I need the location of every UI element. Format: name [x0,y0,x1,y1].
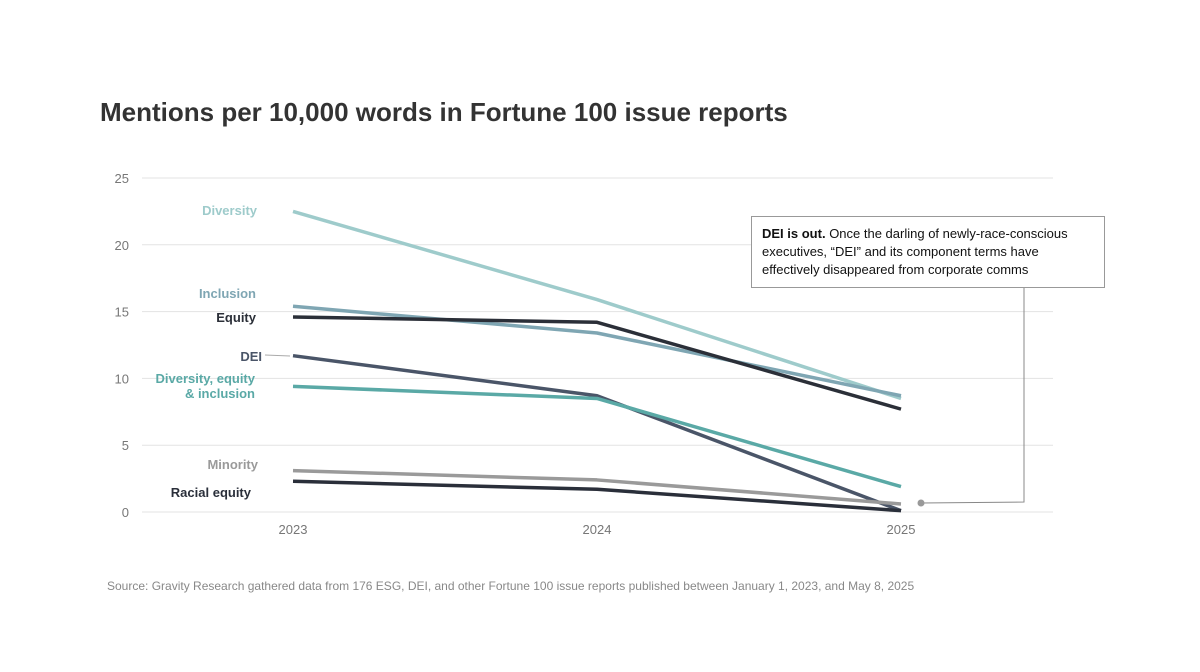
legend-label: Equity [216,310,256,325]
legend-label: Inclusion [198,286,256,301]
label-leader [264,354,291,357]
annotation-dot [917,499,925,507]
y-tick-label: 25 [115,171,129,186]
series-line [292,315,902,411]
series-line [292,384,902,489]
x-tick-label: 2024 [583,522,612,537]
legend-label: Diversity [202,203,257,218]
series-line [292,304,902,398]
series-line [292,468,902,506]
legend-label: Racial equity [170,485,251,500]
x-tick-label: 2023 [279,522,308,537]
y-tick-label: 0 [122,505,129,520]
series-line [292,209,902,401]
legend-label: DEI [240,349,262,364]
annotation: DEI is out. Once the darling of newly-ra… [751,216,1105,288]
y-tick-label: 5 [122,438,129,453]
legend-label: Diversity, equity & inclusion [155,371,255,401]
y-tick-label: 20 [115,238,129,253]
x-tick-label: 2025 [887,522,916,537]
legend-label: Minority [207,457,258,472]
annotation-connector [920,288,1025,504]
series-line [292,479,902,513]
annotation-text: Once the darling of newly-race-conscious… [762,226,1068,277]
series-line [292,353,902,513]
y-tick-label: 15 [115,305,129,320]
y-tick-label: 10 [115,371,129,386]
chart-title: Mentions per 10,000 words in Fortune 100… [100,97,788,127]
annotation-title: DEI is out. [762,226,826,241]
source: Source: Gravity Research gathered data f… [107,579,915,593]
